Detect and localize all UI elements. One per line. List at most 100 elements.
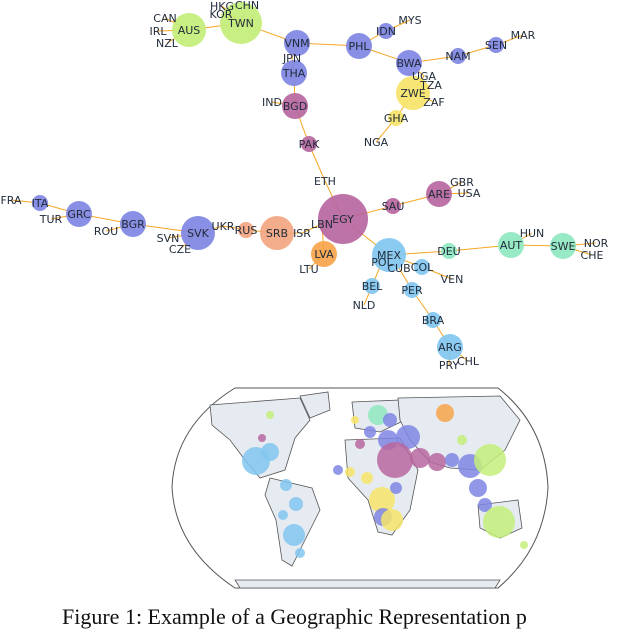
figure-caption: Figure 1: Example of a Geographic Repres… [62, 604, 527, 629]
node-label-ita: ITA [32, 197, 49, 210]
node-label-isr: ISR [293, 227, 311, 240]
node-aus [172, 13, 206, 47]
map-marker [377, 442, 413, 478]
node-label-phl: PHL [348, 40, 370, 53]
node-label-zwe: ZWE [400, 87, 425, 100]
map-marker [361, 472, 373, 484]
node-label-ind: IND [262, 96, 282, 109]
node-label-nor: NOR [584, 237, 609, 250]
node-label-pak: PAK [299, 138, 320, 151]
map-marker [280, 479, 292, 491]
node-label-pol: POL [371, 256, 393, 269]
node-label-usa: USA [458, 187, 481, 200]
node-label-ltu: LTU [299, 263, 318, 276]
edge-lbn-isr [301, 223, 323, 234]
node-label-mex: MEX [377, 249, 401, 262]
node-label-gha: GHA [384, 112, 409, 125]
map-marker [445, 453, 459, 467]
node-label-pry: PRY [439, 359, 460, 372]
node-swe [550, 233, 576, 259]
node-label-swe: SWE [551, 240, 576, 253]
node-label-svk: SVK [187, 227, 210, 240]
node-bwa [396, 50, 422, 76]
node-label-ukr: UKR [212, 220, 235, 233]
node-label-lva: LVA [314, 248, 334, 261]
map-marker [520, 541, 528, 549]
node-label-svn: SVN [157, 232, 180, 245]
node-arg [437, 334, 463, 360]
node-label-mar: MAR [511, 29, 536, 42]
node-tha [281, 60, 307, 86]
node-label-nga: NGA [364, 136, 389, 149]
node-label-rus: RUS [235, 224, 258, 237]
map-marker [364, 426, 376, 438]
node-egy [318, 194, 368, 244]
node-label-lbn: LBN [311, 218, 333, 231]
node-label-twn: TWN [227, 17, 254, 30]
map-marker [333, 465, 343, 475]
node-label-bel: BEL [362, 280, 383, 293]
node-label-srb: SRB [266, 227, 288, 240]
node-aut [498, 232, 524, 258]
node-gha [388, 110, 404, 126]
node-label-ven: VEN [441, 273, 464, 286]
map-marker [345, 467, 355, 477]
map-marker [428, 453, 446, 471]
node-label-grc: GRC [67, 208, 91, 221]
node-label-hkg: HKG [210, 0, 234, 13]
node-label-zaf: ZAF [423, 96, 444, 109]
node-label-nam: NAM [445, 50, 470, 63]
node-bel [364, 278, 380, 294]
node-srb [260, 216, 294, 250]
node-label-bgr: BGR [121, 218, 145, 231]
node-mex [372, 238, 406, 272]
node-ita [32, 195, 48, 211]
map-marker [295, 548, 305, 558]
node-label-sau: SAU [382, 200, 405, 213]
node-sen [488, 37, 504, 53]
node-label-can: CAN [153, 12, 176, 25]
node-label-cze: CZE [169, 243, 191, 256]
node-label-chl: CHL [457, 355, 480, 368]
node-bra [425, 312, 441, 328]
node-svk [181, 216, 215, 250]
node-label-che: CHE [581, 249, 604, 262]
node-deu [441, 243, 457, 259]
node-grc [66, 201, 92, 227]
node-label-per: PER [401, 284, 423, 297]
node-label-nzl: NZL [156, 37, 179, 50]
node-label-egy: EGY [332, 213, 354, 226]
node-label-rou: ROU [94, 225, 118, 238]
node-label-col: COL [411, 261, 434, 274]
map-marker [351, 416, 359, 424]
node-col [414, 259, 430, 275]
node-label-jpn: JPN [282, 52, 301, 65]
node-label-irl: IRL [149, 25, 167, 38]
node-sau [385, 198, 401, 214]
node-label-bgd: BGD [283, 100, 307, 113]
map-marker [381, 509, 403, 531]
node-label-deu: DEU [437, 245, 460, 258]
node-vnm [284, 30, 310, 56]
node-are [426, 181, 452, 207]
node-label-eth: ETH [314, 175, 336, 188]
map-marker [390, 482, 402, 494]
map-marker [383, 413, 397, 427]
node-lva [311, 241, 337, 267]
node-label-aut: AUT [500, 239, 523, 252]
antarctica-shape [234, 579, 501, 589]
node-bgd [282, 93, 308, 119]
map-marker [410, 448, 430, 468]
node-rus [238, 222, 254, 238]
node-label-arg: ARG [438, 341, 462, 354]
node-label-mys: MYS [398, 14, 421, 27]
world-map [171, 387, 549, 589]
map-marker [355, 439, 365, 449]
node-label-gbr: GBR [450, 176, 474, 189]
node-label-hun: HUN [520, 227, 545, 240]
node-label-sen: SEN [485, 39, 507, 52]
node-label-tza: TZA [419, 79, 442, 92]
node-per [404, 282, 420, 298]
